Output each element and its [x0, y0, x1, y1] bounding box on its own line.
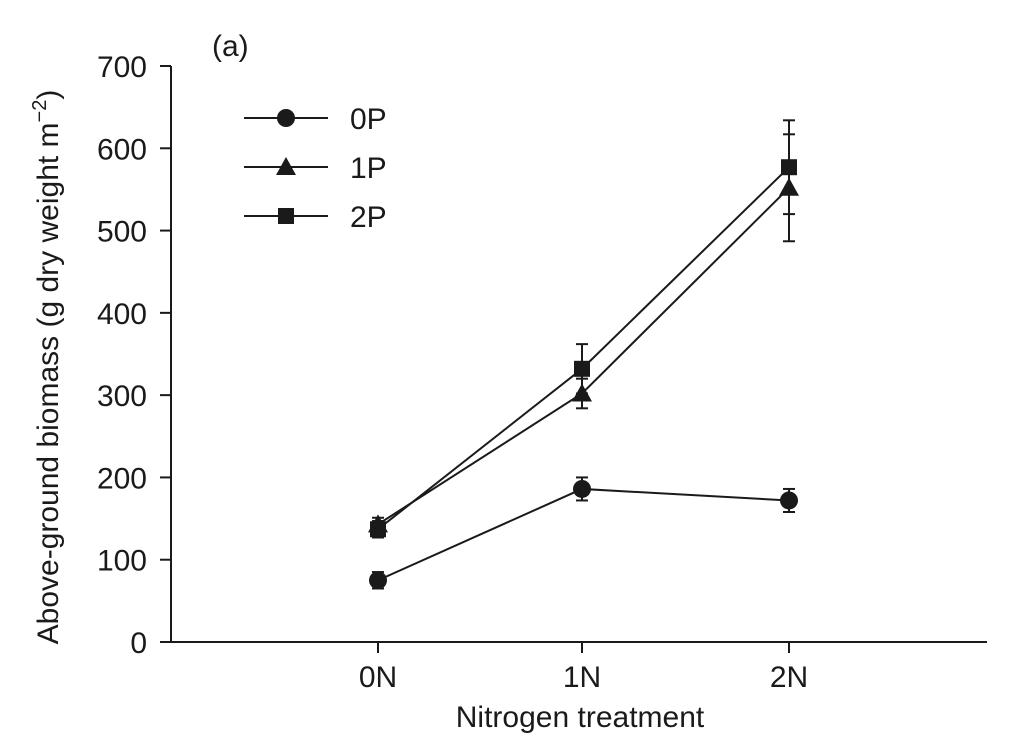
legend-marker-circle — [277, 109, 295, 127]
x-ticks: 0N 1N 2N — [359, 642, 808, 694]
series-1P — [368, 133, 799, 533]
y-ticks: 0 100 200 300 400 500 600 700 — [97, 51, 171, 660]
legend: 0P 1P 2P — [244, 103, 387, 234]
legend-marker-square — [278, 208, 294, 224]
data-point-2P-0N — [370, 521, 386, 538]
panel-label: (a) — [212, 30, 249, 63]
legend-item-1P: 1P — [244, 152, 387, 185]
y-tick-label: 400 — [97, 298, 147, 331]
y-tick-label: 200 — [97, 462, 147, 495]
y-axis-title-superscript: −2 — [29, 100, 51, 123]
y-tick-label: 300 — [97, 380, 147, 413]
data-point-2P-1N — [574, 360, 590, 377]
x-axis-title: Nitrogen treatment — [456, 701, 705, 734]
legend-marker-triangle — [276, 157, 296, 175]
x-tick-label: 2N — [770, 661, 808, 694]
series-line-1P — [377, 187, 790, 526]
y-tick-label: 100 — [97, 545, 147, 578]
y-axis-title: Above-ground biomass (g dry weight m−2) — [29, 90, 65, 645]
y-tick-label: 700 — [97, 51, 147, 84]
y-axis-title-main: Above-ground biomass (g dry weight m — [32, 122, 65, 644]
legend-label: 0P — [350, 103, 387, 136]
y-tick-label: 0 — [130, 627, 147, 660]
legend-item-2P: 2P — [244, 201, 387, 234]
data-point-2P-2N — [781, 159, 797, 176]
series-layer — [368, 119, 799, 590]
data-point-0P-1N — [573, 479, 591, 498]
legend-item-0P: 0P — [244, 103, 387, 136]
x-tick-label: 1N — [563, 661, 601, 694]
series-line-0P — [377, 487, 790, 582]
series-2P — [370, 119, 797, 539]
data-point-0P-0N — [369, 571, 387, 590]
series-0P — [369, 476, 798, 590]
series-line-2P — [377, 166, 790, 531]
legend-label: 2P — [350, 201, 387, 234]
data-point-0P-2N — [780, 491, 798, 510]
y-axis-title-close: ) — [32, 90, 65, 100]
legend-label: 1P — [350, 152, 387, 185]
y-tick-label: 500 — [97, 216, 147, 249]
x-tick-label: 0N — [359, 661, 397, 694]
y-tick-label: 600 — [97, 133, 147, 166]
